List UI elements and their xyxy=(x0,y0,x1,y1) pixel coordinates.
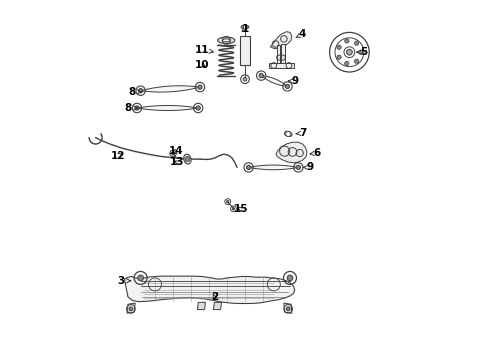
Circle shape xyxy=(286,307,290,311)
Polygon shape xyxy=(127,303,135,313)
Circle shape xyxy=(139,89,143,93)
Ellipse shape xyxy=(241,25,249,29)
Polygon shape xyxy=(277,45,280,65)
Text: 7: 7 xyxy=(296,128,306,138)
Text: 8: 8 xyxy=(128,87,142,97)
Polygon shape xyxy=(281,44,285,65)
Circle shape xyxy=(354,59,359,63)
Polygon shape xyxy=(137,105,198,111)
Text: 4: 4 xyxy=(296,29,306,39)
Circle shape xyxy=(135,106,139,110)
Ellipse shape xyxy=(184,154,191,164)
Circle shape xyxy=(185,157,190,162)
Circle shape xyxy=(138,275,144,281)
Text: 13: 13 xyxy=(170,157,184,167)
Polygon shape xyxy=(270,63,294,68)
Text: 6: 6 xyxy=(310,148,320,158)
Polygon shape xyxy=(141,86,200,92)
Circle shape xyxy=(286,131,291,136)
Circle shape xyxy=(337,55,341,59)
Text: 10: 10 xyxy=(195,60,209,70)
Ellipse shape xyxy=(284,131,292,136)
Circle shape xyxy=(296,165,300,170)
Circle shape xyxy=(129,307,133,311)
Circle shape xyxy=(285,84,290,89)
Circle shape xyxy=(344,61,349,66)
Polygon shape xyxy=(213,302,221,310)
Polygon shape xyxy=(197,302,205,310)
Circle shape xyxy=(259,73,263,78)
Text: 12: 12 xyxy=(111,150,125,161)
Ellipse shape xyxy=(218,37,235,44)
Polygon shape xyxy=(261,76,288,86)
Text: 2: 2 xyxy=(211,292,218,302)
Text: 1: 1 xyxy=(242,24,248,34)
Circle shape xyxy=(344,39,349,43)
Circle shape xyxy=(227,201,229,203)
Polygon shape xyxy=(284,303,292,313)
Circle shape xyxy=(196,106,200,110)
Text: 5: 5 xyxy=(357,47,368,57)
Text: 9: 9 xyxy=(303,162,314,172)
Text: 9: 9 xyxy=(289,76,299,86)
Circle shape xyxy=(243,77,247,81)
Circle shape xyxy=(198,85,202,89)
Circle shape xyxy=(287,275,293,281)
Circle shape xyxy=(359,50,363,54)
Circle shape xyxy=(232,208,235,210)
Text: 15: 15 xyxy=(233,204,248,214)
Text: 3: 3 xyxy=(117,276,130,286)
Circle shape xyxy=(243,25,247,29)
Circle shape xyxy=(354,41,359,45)
Circle shape xyxy=(337,45,341,49)
Circle shape xyxy=(246,165,251,170)
Polygon shape xyxy=(270,32,292,49)
Polygon shape xyxy=(124,276,294,303)
Polygon shape xyxy=(240,36,250,65)
Polygon shape xyxy=(276,142,307,163)
Text: 11: 11 xyxy=(195,45,213,55)
Text: 14: 14 xyxy=(169,146,184,156)
Circle shape xyxy=(172,152,174,155)
Circle shape xyxy=(346,49,352,55)
Ellipse shape xyxy=(222,39,230,42)
Text: 8: 8 xyxy=(124,103,138,113)
Polygon shape xyxy=(248,165,298,170)
